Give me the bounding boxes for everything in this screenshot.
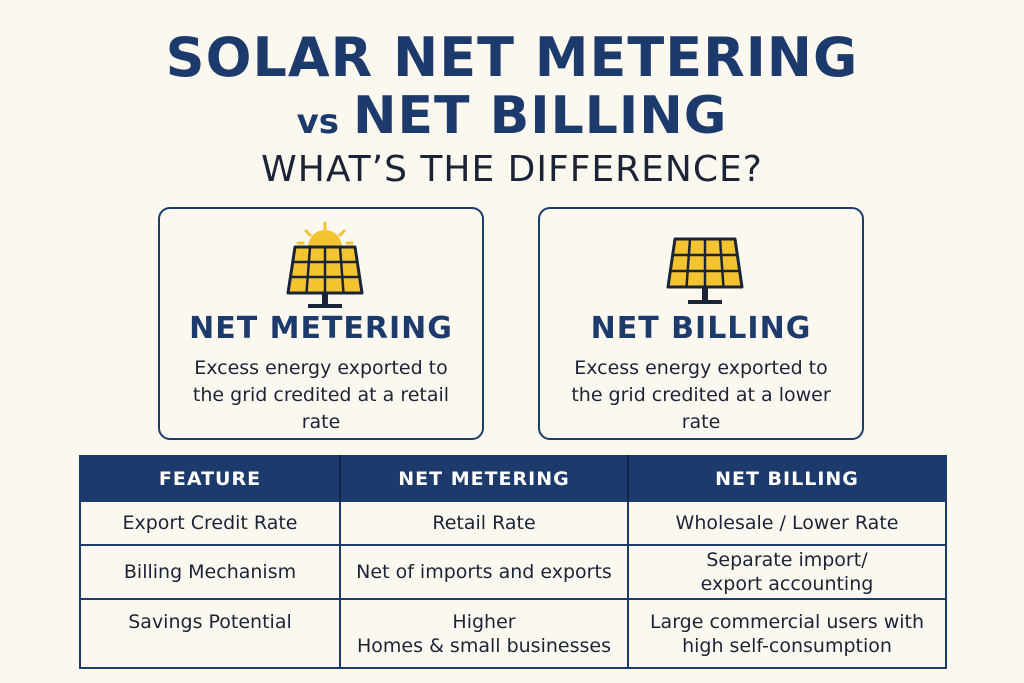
- table-row: Billing Mechanism Net of imports and exp…: [79, 544, 947, 600]
- column-header-net-metering: NET METERING: [339, 456, 628, 501]
- cell-line: Wholesale / Lower Rate: [675, 512, 899, 534]
- cell-line: Retail Rate: [432, 512, 536, 534]
- cell-line: Net of imports and exports: [356, 561, 612, 583]
- table-row: Savings Potential Higher Homes & small b…: [79, 598, 947, 669]
- feature-cell: Export Credit Rate: [79, 500, 341, 546]
- net-metering-cell: Retail Rate: [339, 500, 629, 546]
- feature-cell: Savings Potential: [79, 598, 341, 669]
- column-header-feature: FEATURE: [80, 456, 340, 501]
- net-metering-cell: Net of imports and exports: [339, 544, 629, 600]
- net-metering-card: NET METERING Excess energy exported to t…: [158, 207, 484, 440]
- cell-line: high self-consumption: [682, 634, 892, 657]
- cell-line: Homes & small businesses: [357, 634, 611, 657]
- net-metering-cell: Higher Homes & small businesses: [339, 598, 629, 669]
- title-net-billing: NET BILLING: [352, 86, 728, 146]
- page-subtitle: WHAT’S THE DIFFERENCE?: [261, 149, 763, 190]
- card-title: NET BILLING: [590, 311, 812, 346]
- net-billing-card: NET BILLING Excess energy exported to th…: [538, 207, 864, 440]
- card-description: Excess energy exported to the grid credi…: [571, 357, 831, 433]
- column-header-net-billing: NET BILLING: [627, 456, 946, 501]
- page-title: SOLAR NET METERING: [165, 26, 859, 89]
- cell-line: Higher: [452, 610, 516, 633]
- card-description: Excess energy exported to the grid credi…: [192, 357, 450, 433]
- comparison-table: FEATURE NET METERING NET BILLING Export …: [79, 455, 947, 669]
- table-row: Export Credit Rate Retail Rate Wholesale…: [79, 500, 947, 546]
- cell-line: export accounting: [700, 573, 874, 595]
- card-title: NET METERING: [189, 311, 453, 346]
- solar-panel-icon: [666, 237, 744, 304]
- cell-line: Separate import/: [706, 549, 868, 571]
- net-billing-cell: Large commercial users with high self-co…: [627, 598, 947, 669]
- net-billing-cell: Wholesale / Lower Rate: [627, 500, 947, 546]
- page-title-line2: vs NET BILLING: [0, 88, 1024, 156]
- net-billing-cell: Separate import/ export accounting: [627, 544, 947, 600]
- vs-label: vs: [296, 102, 339, 142]
- solar-panel-with-sun-icon: [286, 221, 364, 308]
- feature-cell: Billing Mechanism: [79, 544, 341, 600]
- cell-line: Large commercial users with: [649, 610, 925, 633]
- table-header-row: FEATURE NET METERING NET BILLING: [80, 456, 946, 501]
